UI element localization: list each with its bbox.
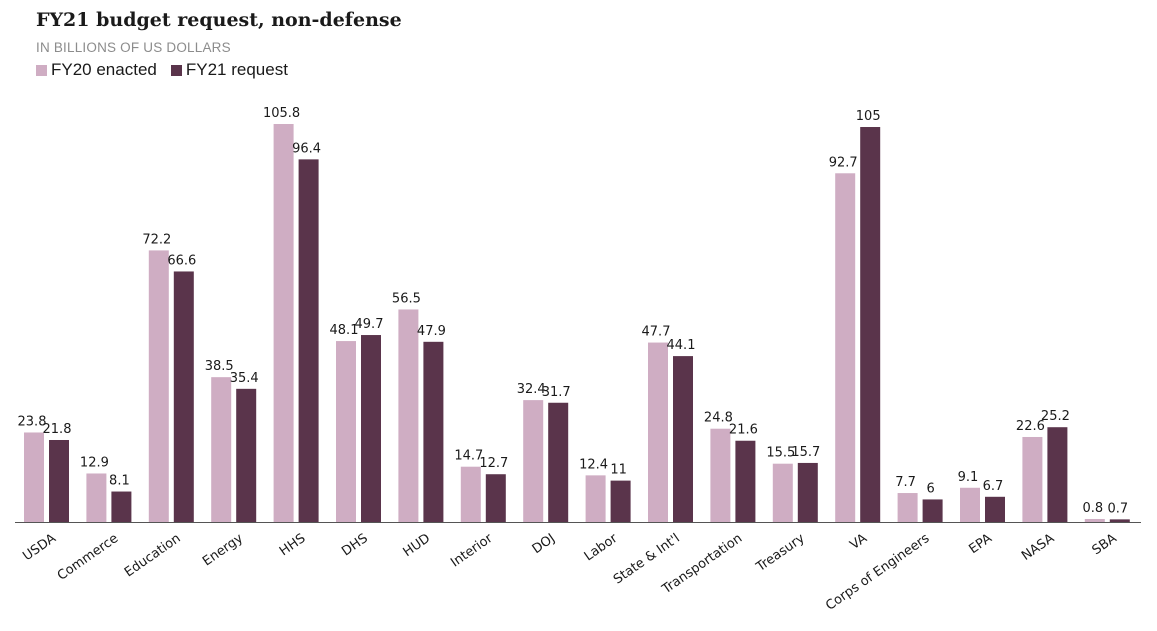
bar-fy21-8 bbox=[548, 402, 569, 522]
bar-fy21-9 bbox=[610, 480, 631, 522]
data-label-fy20-5: 48.1 bbox=[330, 323, 359, 338]
tick-label-14: Corps of Engineers bbox=[823, 531, 932, 614]
data-label-fy21-16: 25.2 bbox=[1041, 409, 1070, 424]
data-label-fy21-10: 44.1 bbox=[667, 338, 696, 353]
bar-fy20-9 bbox=[585, 475, 606, 522]
data-label-fy20-14: 7.7 bbox=[895, 475, 916, 490]
data-label-fy20-12: 15.5 bbox=[766, 446, 795, 461]
data-label-fy20-6: 56.5 bbox=[392, 291, 421, 306]
tick-label-7: Interior bbox=[448, 531, 496, 571]
data-label-fy21-3: 35.4 bbox=[230, 371, 259, 386]
bar-fy20-0 bbox=[24, 432, 44, 522]
data-label-fy21-7: 12.7 bbox=[479, 456, 508, 471]
data-label-fy21-5: 49.7 bbox=[355, 317, 384, 332]
data-label-fy21-6: 47.9 bbox=[417, 324, 446, 339]
data-label-fy20-4: 105.8 bbox=[263, 106, 300, 121]
data-label-fy21-2: 66.6 bbox=[167, 253, 196, 268]
chart-subtitle: IN BILLIONS OF US DOLLARS bbox=[36, 40, 231, 55]
tick-label-1: Commerce bbox=[55, 531, 121, 584]
bar-fy20-5 bbox=[336, 341, 356, 522]
legend-item-fy20: FY20 enacted bbox=[36, 60, 157, 80]
bar-fy21-15 bbox=[985, 496, 1005, 522]
bar-fy21-12 bbox=[797, 462, 818, 522]
legend-item-fy21: FY21 request bbox=[170, 60, 288, 80]
tick-label-9: Labor bbox=[582, 531, 621, 565]
data-label-fy20-8: 32.4 bbox=[517, 382, 546, 397]
legend-label-fy21: FY21 request bbox=[185, 60, 288, 79]
data-label-fy21-12: 15.7 bbox=[791, 445, 820, 460]
bar-fy21-1 bbox=[111, 491, 132, 522]
chart-title: FY21 budget request, non-defense bbox=[36, 9, 402, 31]
data-label-fy20-7: 14.7 bbox=[454, 449, 483, 464]
bar-fy21-5 bbox=[361, 335, 381, 522]
bar-fy21-7 bbox=[485, 474, 506, 522]
data-label-fy21-13: 105 bbox=[856, 109, 881, 124]
data-label-fy20-17: 0.8 bbox=[1082, 501, 1103, 516]
data-label-fy21-0: 21.8 bbox=[43, 422, 72, 437]
data-label-fy21-8: 31.7 bbox=[542, 385, 571, 400]
bar-fy21-6 bbox=[423, 341, 444, 522]
tick-label-3: Energy bbox=[200, 531, 246, 570]
data-label-fy21-15: 6.7 bbox=[983, 479, 1004, 494]
tick-label-2: Education bbox=[122, 531, 184, 580]
bar-fy21-17 bbox=[1109, 519, 1130, 522]
data-label-fy20-2: 72.2 bbox=[142, 232, 171, 247]
bar-fy21-4 bbox=[298, 159, 319, 522]
data-label-fy21-11: 21.6 bbox=[729, 423, 758, 438]
tick-label-0: USDA bbox=[20, 531, 59, 564]
tick-label-6: HUD bbox=[401, 531, 434, 560]
bar-fy20-6 bbox=[398, 309, 419, 522]
data-label-fy20-11: 24.8 bbox=[704, 411, 733, 426]
legend-swatch-fy20 bbox=[36, 64, 47, 76]
bar-fy20-1 bbox=[86, 473, 107, 522]
bar-fy21-10 bbox=[673, 356, 693, 522]
bar-fy21-13 bbox=[860, 127, 881, 522]
bar-fy20-7 bbox=[460, 466, 481, 522]
bar-fy20-12 bbox=[772, 463, 793, 522]
tick-label-5: DHS bbox=[339, 531, 371, 559]
tick-label-4: HHS bbox=[277, 531, 308, 559]
data-label-fy21-4: 96.4 bbox=[292, 141, 321, 156]
tick-label-16: NASA bbox=[1019, 531, 1057, 564]
tick-label-13: VA bbox=[847, 531, 870, 553]
bar-fy20-16 bbox=[1022, 436, 1043, 522]
bar-fy21-2 bbox=[173, 271, 194, 522]
data-label-fy20-1: 12.9 bbox=[80, 455, 109, 470]
bar-fy20-10 bbox=[648, 342, 668, 522]
bar-fy21-16 bbox=[1047, 427, 1068, 522]
data-label-fy21-17: 0.7 bbox=[1107, 501, 1128, 516]
bar-fy21-3 bbox=[236, 388, 257, 522]
bar-fy20-2 bbox=[148, 250, 169, 522]
data-label-fy20-3: 38.5 bbox=[205, 359, 234, 374]
bar-fy20-3 bbox=[211, 377, 232, 522]
data-label-fy20-0: 23.8 bbox=[18, 414, 47, 429]
legend-swatch-fy21 bbox=[170, 64, 182, 76]
legend: FY20 enacted FY21 request bbox=[36, 60, 302, 80]
data-label-fy20-16: 22.6 bbox=[1016, 419, 1045, 434]
bar-fy20-8 bbox=[523, 400, 544, 522]
data-label-fy20-13: 92.7 bbox=[829, 155, 858, 170]
tick-label-17: SBA bbox=[1090, 531, 1120, 558]
tick-label-12: Treasury bbox=[753, 531, 808, 576]
data-label-fy20-9: 12.4 bbox=[579, 457, 608, 472]
data-label-fy20-10: 47.7 bbox=[642, 325, 671, 340]
tick-label-15: EPA bbox=[966, 531, 994, 557]
data-label-fy21-1: 8.1 bbox=[109, 474, 130, 489]
bar-fy20-14 bbox=[897, 493, 918, 522]
bar-fy21-11 bbox=[735, 440, 756, 522]
bar-fy20-4 bbox=[273, 124, 294, 522]
bar-fy20-11 bbox=[710, 428, 731, 522]
legend-label-fy20: FY20 enacted bbox=[51, 60, 157, 79]
bar-fy21-0 bbox=[49, 439, 69, 522]
data-label-fy21-9: 11 bbox=[610, 463, 627, 478]
data-label-fy21-14: 6 bbox=[926, 481, 934, 496]
tick-label-8: DOJ bbox=[530, 531, 558, 557]
bar-fy21-14 bbox=[922, 499, 943, 522]
bar-fy20-13 bbox=[835, 173, 856, 522]
data-label-fy20-15: 9.1 bbox=[958, 470, 979, 485]
bar-fy20-15 bbox=[960, 487, 980, 522]
bar-fy20-17 bbox=[1084, 518, 1105, 522]
